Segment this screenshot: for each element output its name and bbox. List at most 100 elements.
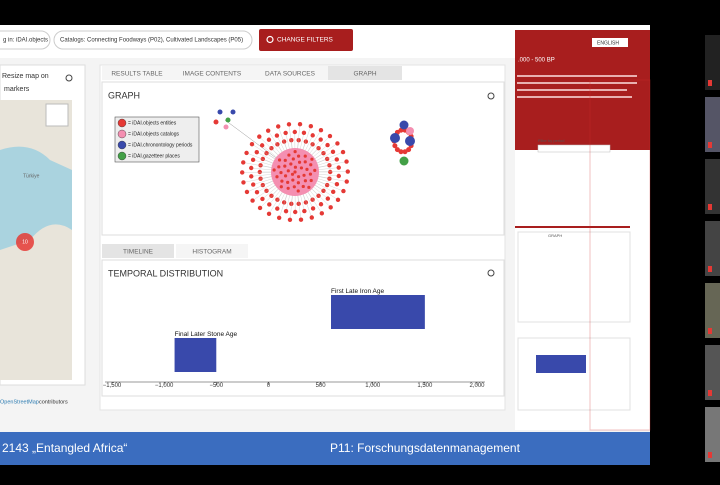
overlay-graph: [518, 232, 630, 322]
node: [341, 189, 345, 193]
node: [336, 198, 340, 202]
node: [231, 110, 236, 115]
cluster-count: 10: [22, 239, 28, 245]
node: [284, 174, 287, 177]
legend-swatch: [118, 141, 126, 149]
node: [260, 197, 264, 201]
node: [304, 179, 307, 182]
node: [241, 160, 245, 164]
node: [287, 153, 290, 156]
node: [298, 122, 302, 126]
node: [307, 186, 310, 189]
node: [298, 161, 301, 164]
node: [331, 190, 335, 194]
participant-tile: [705, 159, 720, 214]
language: ENGLISH: [597, 40, 619, 46]
node: [400, 157, 409, 166]
node: [266, 128, 270, 132]
filter-select[interactable]: [538, 145, 610, 152]
node: [310, 158, 313, 161]
node: [302, 174, 305, 177]
node: [287, 187, 290, 190]
node: [249, 166, 253, 170]
node: [328, 205, 332, 209]
tab-label: RESULTS TABLE: [111, 71, 163, 78]
node: [325, 143, 329, 147]
markers-text: markers: [4, 86, 30, 93]
attribution-link[interactable]: OpenStreetMap: [0, 399, 39, 405]
period-bar: [175, 338, 217, 372]
node: [345, 179, 349, 183]
node: [277, 165, 280, 168]
node: [326, 196, 330, 200]
participant-tile: [705, 407, 720, 462]
node: [261, 183, 265, 187]
filter-label: Filter by period: [538, 138, 564, 143]
node: [325, 183, 329, 187]
node: [319, 128, 323, 132]
node: [269, 146, 273, 150]
participant-tile: [705, 97, 720, 152]
legend-label: = iDAI.gazetteer places: [128, 153, 180, 159]
x-tick-label: 500: [316, 383, 327, 389]
node: [316, 146, 320, 150]
tab-label: IMAGE CONTENTS: [183, 71, 242, 78]
node: [282, 139, 286, 143]
node: [245, 190, 249, 194]
legend-swatch: [118, 152, 126, 160]
node: [289, 202, 293, 206]
node: [311, 206, 315, 210]
node: [302, 209, 306, 213]
node: [275, 198, 279, 202]
node: [244, 151, 248, 155]
node: [249, 174, 253, 178]
legend-swatch: [118, 119, 126, 127]
node: [277, 216, 281, 220]
node: [283, 164, 286, 167]
node: [299, 217, 303, 221]
mute-icon: [708, 80, 712, 86]
node: [297, 154, 300, 157]
change-filters-label: CHANGE FILTERS: [277, 37, 334, 44]
node: [284, 159, 287, 162]
participant-tile: [705, 345, 720, 400]
footer-left: 2143 „Entangled Africa“: [2, 441, 127, 455]
node: [346, 169, 350, 173]
node: [300, 166, 303, 169]
node: [260, 143, 264, 147]
node: [335, 182, 339, 186]
node: [275, 175, 278, 178]
node: [335, 157, 339, 161]
node: [291, 173, 294, 176]
node: [280, 179, 283, 182]
x-tick-label: −1,500: [103, 383, 122, 389]
x-tick-label: 1,000: [365, 383, 381, 389]
node: [400, 121, 409, 130]
node: [224, 125, 229, 130]
node: [269, 194, 273, 198]
node: [310, 142, 314, 146]
timeline-tab-label: HISTOGRAM: [192, 249, 231, 256]
x-tick-label: −500: [210, 383, 224, 389]
overlay-bar: [536, 355, 586, 373]
node: [320, 211, 324, 215]
period-bar: [331, 295, 425, 329]
mute-icon: [708, 142, 712, 148]
node: [251, 158, 255, 162]
overlay-timeline: [518, 338, 630, 410]
node: [337, 174, 341, 178]
node: [335, 141, 339, 145]
legend-label: = iDAI.chronontology periods: [128, 142, 193, 148]
node: [331, 150, 335, 154]
x-tick-label: 1,500: [417, 383, 433, 389]
overlay-rule: [515, 226, 630, 228]
mute-icon: [708, 328, 712, 334]
catalog-chip-text: Catalogs: Connecting Foodways (P02), Cul…: [60, 38, 243, 44]
layers-button[interactable]: [46, 104, 68, 126]
node: [297, 181, 300, 184]
node: [313, 169, 316, 172]
legend-label: = iDAI.objects entities: [128, 120, 177, 126]
node: [309, 124, 313, 128]
node: [258, 206, 262, 210]
node: [287, 122, 291, 126]
